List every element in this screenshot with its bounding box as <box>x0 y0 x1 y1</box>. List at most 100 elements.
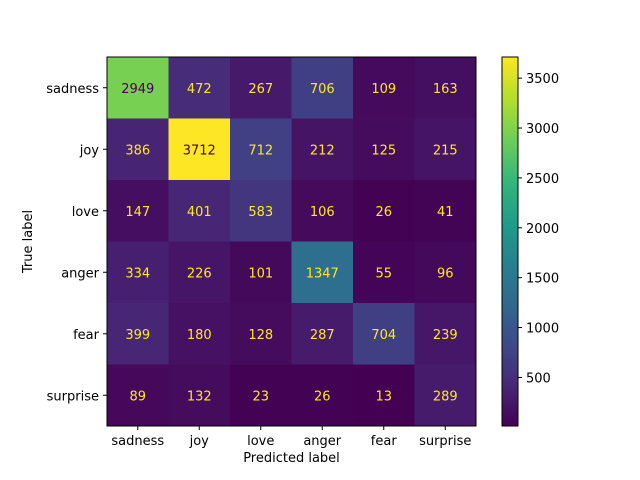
y-axis-ticks: sadness joy love anger fear surprise <box>46 82 107 404</box>
cell-value-label: 13 <box>375 389 392 404</box>
x-tick-label: anger <box>303 434 341 449</box>
cell-value-label: 180 <box>187 328 212 343</box>
cell-value-label: 128 <box>248 328 273 343</box>
matrix-cell <box>291 57 354 119</box>
colorbar-tick-label: 1000 <box>526 322 559 337</box>
y-tick-label: fear <box>73 328 100 343</box>
y-tick-label: sadness <box>46 82 99 97</box>
x-axis-ticks: sadness joy love anger fear surprise <box>111 426 471 449</box>
colorbar-tick-label: 2000 <box>526 222 559 237</box>
matrix-cell <box>353 57 415 119</box>
matrix-cell <box>107 57 169 119</box>
colorbar-tick-label: 3000 <box>526 122 559 137</box>
cell-value-label: 106 <box>310 205 335 220</box>
matrix-cell <box>168 118 231 181</box>
matrix-cell <box>230 118 292 181</box>
matrix-cell <box>353 118 415 181</box>
y-tick-label: anger <box>61 266 99 281</box>
cell-value-label: 401 <box>187 205 212 220</box>
colorbar-tick-label: 1500 <box>526 272 559 287</box>
cell-value-label: 1347 <box>306 266 339 281</box>
cell-value-label: 26 <box>314 389 331 404</box>
cell-value-label: 89 <box>129 389 146 404</box>
x-tick-label: fear <box>371 434 398 449</box>
matrix-cells <box>107 57 477 427</box>
cell-value-label: 472 <box>187 82 212 97</box>
matrix-cell <box>107 303 169 365</box>
cell-value-label: 2949 <box>121 82 154 97</box>
cell-value-label: 704 <box>371 328 396 343</box>
cell-value-label: 399 <box>125 328 150 343</box>
cell-value-label: 41 <box>437 205 454 220</box>
plot-frame <box>106 56 477 427</box>
y-tick-label: joy <box>79 143 100 158</box>
matrix-cell <box>291 364 354 427</box>
matrix-cell <box>107 241 169 304</box>
matrix-cell <box>230 303 292 365</box>
matrix-cell <box>230 364 292 427</box>
cell-value-label: 226 <box>187 266 212 281</box>
cell-value-label: 583 <box>248 205 273 220</box>
cell-value-label: 212 <box>310 143 335 158</box>
y-tick-label: love <box>72 205 99 220</box>
matrix-cell <box>291 241 354 304</box>
matrix-cell <box>168 364 231 427</box>
x-tick-label: joy <box>189 434 210 449</box>
x-tick-label: surprise <box>419 434 471 449</box>
cell-value-label: 386 <box>125 143 150 158</box>
matrix-cell <box>353 364 415 427</box>
cell-value-label: 267 <box>248 82 273 97</box>
colorbar <box>502 57 518 426</box>
matrix-cell <box>168 57 231 119</box>
cell-value-label: 125 <box>371 143 396 158</box>
cell-value-label: 287 <box>310 328 335 343</box>
matrix-cell <box>414 364 477 427</box>
cell-value-label: 706 <box>310 82 335 97</box>
matrix-cell <box>168 180 231 242</box>
x-tick-label: love <box>247 434 274 449</box>
x-axis-label: Predicted label <box>243 451 340 466</box>
colorbar-tick-label: 2500 <box>526 172 559 187</box>
matrix-cell <box>107 180 169 242</box>
matrix-cell <box>291 303 354 365</box>
cell-value-label: 289 <box>433 389 458 404</box>
colorbar-tick-label: 500 <box>526 371 551 386</box>
cell-value-label: 712 <box>248 143 273 158</box>
cell-value-label: 101 <box>248 266 273 281</box>
matrix-cell <box>230 57 292 119</box>
cell-value-label: 26 <box>375 205 392 220</box>
matrix-cell <box>168 303 231 365</box>
matrix-cell <box>107 364 169 427</box>
cell-value-label: 163 <box>433 82 458 97</box>
matrix-cell-labels: 2949 472 267 706 109 163 386 3712 712 212 125 215 14… <box>121 82 457 405</box>
cell-value-label: 23 <box>252 389 269 404</box>
colorbar-ticks: 500 1000 1500 2000 2500 3000 3500 <box>518 72 559 386</box>
matrix-cell <box>291 180 354 242</box>
cell-value-label: 3712 <box>183 143 216 158</box>
matrix-cell <box>230 241 292 304</box>
colorbar-frame <box>501 56 519 427</box>
y-tick-label: surprise <box>47 389 99 404</box>
matrix-cell <box>353 241 415 304</box>
matrix-cell <box>353 303 415 365</box>
cell-value-label: 132 <box>187 389 212 404</box>
matrix-cell <box>414 180 477 242</box>
matrix-cell <box>353 180 415 242</box>
cell-value-label: 334 <box>125 266 150 281</box>
matrix-cell <box>414 241 477 304</box>
y-axis-label: True label <box>21 210 36 274</box>
x-tick-label: sadness <box>111 434 164 449</box>
matrix-cell <box>414 118 477 181</box>
cell-value-label: 109 <box>371 82 396 97</box>
cell-value-label: 215 <box>433 143 458 158</box>
matrix-cell <box>230 180 292 242</box>
matrix-cell <box>414 57 477 119</box>
matrix-cell <box>168 241 231 304</box>
matrix-cell <box>291 118 354 181</box>
matrix-cell <box>107 118 169 181</box>
matrix-cell <box>414 303 477 365</box>
cell-value-label: 96 <box>437 266 454 281</box>
cell-value-label: 239 <box>433 328 458 343</box>
cell-value-label: 147 <box>125 205 150 220</box>
